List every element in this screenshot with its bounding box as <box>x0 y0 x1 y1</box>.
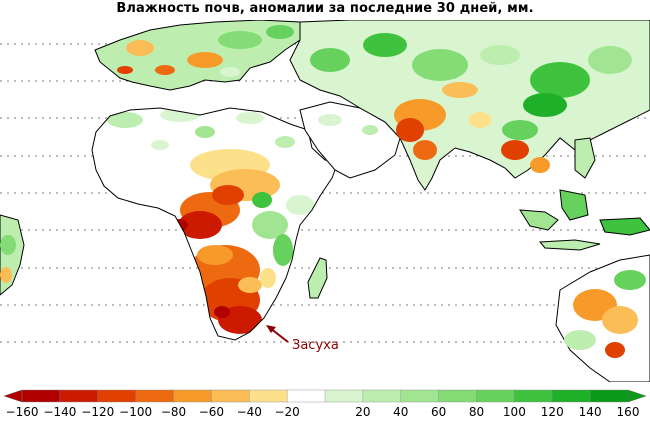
australia-region <box>555 254 650 382</box>
legend-tick-label: −100 <box>119 405 152 419</box>
legend-tick-label: 140 <box>579 405 602 419</box>
legend-swatch <box>552 389 591 403</box>
legend-tick-label: −160 <box>6 405 39 419</box>
maritime-asia-region <box>519 137 650 251</box>
legend-arrow-right <box>627 389 647 403</box>
legend-tick-labels: −160 −140 −120 −100 −80 −60 −40 −20 20 40 60 80 100 1… <box>6 405 640 419</box>
legend-swatch <box>286 389 326 403</box>
legend-swatch <box>324 389 364 403</box>
legend-tick-label: −80 <box>161 405 186 419</box>
legend-swatch <box>97 389 137 403</box>
drought-annotation-arrow <box>266 325 289 343</box>
legend-swatch <box>362 389 402 403</box>
legend-arrow-left <box>3 389 23 403</box>
drought-label: Засуха <box>292 338 339 353</box>
europe-region <box>94 20 301 91</box>
legend-swatch <box>400 389 440 403</box>
legend-tick-label: 160 <box>617 405 640 419</box>
legend-tick-label: 80 <box>469 405 484 419</box>
legend-tick-label: 120 <box>541 405 564 419</box>
legend-tick-label: 40 <box>393 405 408 419</box>
middle-east-region <box>299 101 401 179</box>
page-title: Влажность почв, аномалии за последние 30… <box>116 1 534 16</box>
legend-tick-label: 20 <box>355 405 370 419</box>
legend-swatch <box>438 389 478 403</box>
legend-swatch <box>21 389 61 403</box>
africa-region <box>91 107 339 341</box>
legend-tick-label: −140 <box>43 405 76 419</box>
legend-swatch <box>514 389 553 403</box>
south-america-region <box>0 214 25 296</box>
legend-swatch <box>211 389 250 403</box>
legend-tick-label: −60 <box>199 405 224 419</box>
soil-moisture-anomaly-map <box>0 20 650 382</box>
legend-swatch <box>59 389 99 403</box>
legend-tick-label: −20 <box>274 405 299 419</box>
legend-swatch <box>476 389 516 403</box>
legend-swatch <box>135 389 175 403</box>
legend-swatch <box>589 389 629 403</box>
legend-color-bar <box>3 389 647 403</box>
color-legend: −160 −140 −120 −100 −80 −60 −40 −20 20 40 60 80 100 1… <box>3 389 647 419</box>
legend-tick-label: 60 <box>431 405 446 419</box>
legend-tick-label: 100 <box>503 405 526 419</box>
legend-tick-label: −120 <box>81 405 114 419</box>
legend-swatch <box>173 389 213 403</box>
legend-swatch <box>249 389 288 403</box>
asia-region <box>289 20 650 191</box>
legend-tick-label: −40 <box>237 405 262 419</box>
